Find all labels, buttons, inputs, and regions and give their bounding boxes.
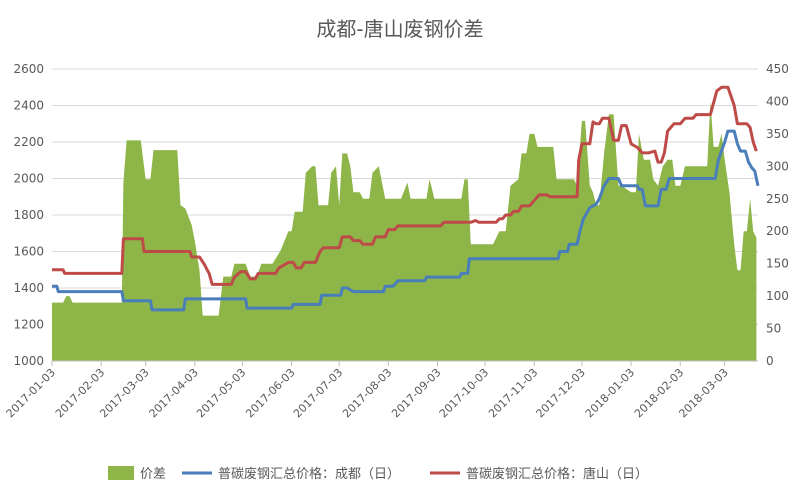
legend-chengdu-label: 普碳废钢汇总价格：成都（日） bbox=[218, 466, 400, 482]
y-left-tick-label: 2200 bbox=[13, 135, 44, 149]
y-right-tick-label: 150 bbox=[766, 257, 789, 271]
y-right-tick-label: 100 bbox=[766, 289, 789, 303]
y-left-tick-label: 1400 bbox=[13, 281, 44, 295]
price-lines-layer bbox=[52, 85, 760, 312]
x-tick-label: 2017-05-03 bbox=[194, 366, 248, 420]
y-left-tick-label: 1600 bbox=[13, 245, 44, 259]
y-left-tick-label: 2600 bbox=[13, 62, 44, 76]
x-tick-label: 2018-01-03 bbox=[583, 366, 637, 420]
x-tick-label: 2017-04-03 bbox=[147, 366, 201, 420]
x-tick-label: 2017-12-03 bbox=[534, 366, 588, 420]
y-right-tick-label: 450 bbox=[766, 62, 789, 76]
spread-area-series bbox=[52, 101, 757, 362]
x-tick-label: 2017-10-03 bbox=[437, 366, 491, 420]
y-left-tick-label: 1800 bbox=[13, 208, 44, 222]
legend: 价差 普碳废钢汇总价格：成都（日） 普碳废钢汇总价格：唐山（日） bbox=[108, 466, 648, 482]
y-left-tick-label: 2400 bbox=[13, 99, 44, 113]
x-tick-label: 2017-01-03 bbox=[4, 366, 58, 420]
y-right-tick-label: 350 bbox=[766, 127, 789, 141]
x-tick-label: 2017-09-03 bbox=[389, 366, 443, 420]
y-left-tick-label: 1000 bbox=[13, 354, 44, 368]
legend-tangshan-label: 普碳废钢汇总价格：唐山（日） bbox=[466, 466, 648, 482]
x-tick-label: 2017-11-03 bbox=[486, 366, 540, 420]
y-right-tick-label: 300 bbox=[766, 159, 789, 173]
chengdu-price-line bbox=[52, 129, 760, 312]
legend-spread-label: 价差 bbox=[140, 467, 166, 482]
x-tick-label: 2017-07-03 bbox=[291, 366, 345, 420]
spread-area-layer bbox=[52, 101, 757, 362]
tangshan-price-line bbox=[52, 85, 758, 286]
y-right-tick-label: 200 bbox=[766, 224, 789, 238]
y-right-tick-label: 250 bbox=[766, 192, 789, 206]
y-right-tick-label: 400 bbox=[766, 94, 789, 108]
chart-title: 成都-唐山废钢价差 bbox=[316, 17, 483, 41]
y-left-tick-label: 1200 bbox=[13, 318, 44, 332]
y-right-tick-label: 50 bbox=[766, 322, 781, 336]
x-tick-label: 2017-06-03 bbox=[243, 366, 297, 420]
y-right-tick-label: 0 bbox=[766, 354, 774, 368]
x-tick-label: 2017-08-03 bbox=[340, 366, 394, 420]
legend-spread-swatch bbox=[108, 466, 134, 480]
y-left-tick-label: 2000 bbox=[13, 172, 44, 186]
